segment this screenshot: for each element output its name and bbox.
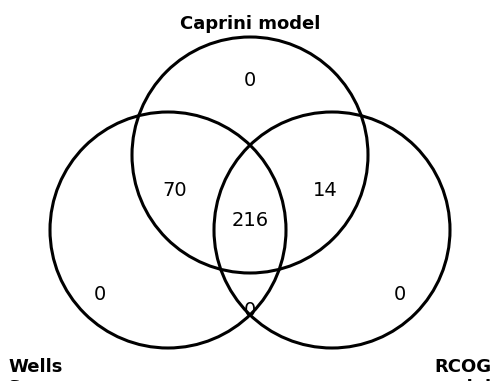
Text: Caprini model: Caprini model	[180, 15, 320, 33]
Text: RCOG
model: RCOG model	[430, 358, 492, 381]
Text: 14: 14	[312, 181, 338, 200]
Text: 0: 0	[394, 285, 406, 304]
Text: Wells
Score: Wells Score	[8, 358, 65, 381]
Text: 216: 216	[232, 210, 268, 229]
Text: 0: 0	[244, 301, 256, 320]
Text: 0: 0	[94, 285, 106, 304]
Text: 0: 0	[244, 70, 256, 90]
Text: 70: 70	[162, 181, 188, 200]
